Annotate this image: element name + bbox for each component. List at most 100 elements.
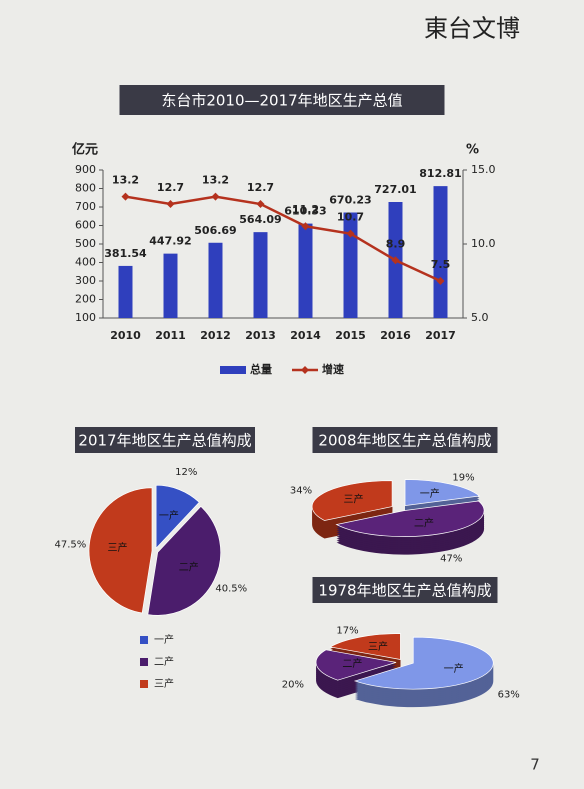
- marker: [301, 222, 310, 231]
- marker: [256, 200, 265, 209]
- data-label: 12.7: [247, 181, 274, 194]
- title-box: [312, 427, 498, 453]
- y-tick-label: 700: [75, 200, 96, 213]
- title-box: [312, 577, 498, 603]
- legend-label: 总量: [250, 362, 272, 376]
- y2-axis-label: %: [466, 143, 479, 158]
- slice-label: 二产: [414, 516, 434, 529]
- data-label: 506.69: [194, 224, 236, 237]
- legend-swatch: [140, 636, 148, 644]
- value-label: 17%: [336, 625, 358, 636]
- x-tick-label: 2010: [110, 329, 141, 342]
- data-label: 7.5: [431, 258, 451, 271]
- pie-slice: [353, 636, 494, 690]
- data-label: 13.2: [202, 174, 229, 187]
- x-tick-label: 2014: [290, 329, 321, 342]
- legend-label: 二产: [154, 655, 174, 668]
- slice-label: 三产: [107, 541, 127, 554]
- data-label: 447.92: [149, 235, 191, 248]
- value-label: 34%: [290, 485, 312, 496]
- bar: [253, 232, 268, 318]
- bar: [433, 186, 448, 318]
- y2-tick-label: 5.0: [471, 311, 489, 324]
- data-label: 12.7: [157, 181, 184, 194]
- marker: [391, 256, 400, 265]
- marker: [166, 200, 175, 209]
- y-tick-label: 200: [75, 293, 96, 306]
- legend-swatch: [220, 366, 246, 374]
- pie-slice: [155, 484, 200, 550]
- data-label: 8.9: [386, 237, 406, 250]
- brand: 東台文博: [424, 15, 520, 43]
- marker: [211, 192, 220, 201]
- pie-slice: [335, 500, 485, 537]
- chart-title: 2008年地区生产总值构成: [318, 432, 491, 450]
- pie-slice: [404, 479, 481, 506]
- chart-title: 东台市2010—2017年地区生产总值: [161, 92, 402, 110]
- y-tick-label: 800: [75, 182, 96, 195]
- y-tick-label: 100: [75, 311, 96, 324]
- value-label: 19%: [452, 473, 474, 484]
- data-label: 727.01: [374, 183, 416, 196]
- slice-label: 三产: [344, 493, 364, 506]
- x-tick-label: 2011: [155, 329, 186, 342]
- title-box: [119, 85, 445, 115]
- data-label: 381.54: [104, 247, 147, 260]
- bar: [208, 242, 223, 318]
- bar: [343, 212, 358, 318]
- pie-slice: [311, 480, 393, 521]
- value-label: 47.5%: [54, 539, 86, 550]
- chart-title: 1978年地区生产总值构成: [318, 582, 491, 600]
- slice-label: 二产: [179, 561, 199, 574]
- bar: [163, 253, 178, 318]
- bar: [118, 265, 133, 318]
- y-axis-label: 亿元: [72, 142, 98, 158]
- legend-swatch: [140, 658, 148, 666]
- line: [125, 195, 442, 283]
- slice-label: 三产: [368, 640, 388, 653]
- slice-label: 一产: [444, 662, 464, 675]
- pie-slice: [88, 487, 153, 614]
- value-label: 47%: [440, 554, 462, 565]
- value-label: 63%: [498, 690, 520, 701]
- y-tick-label: 300: [75, 274, 96, 287]
- title-box: [75, 427, 255, 453]
- pie-slice: [329, 633, 401, 660]
- legend-swatch: [140, 680, 148, 688]
- x-tick-label: 2016: [380, 329, 411, 342]
- y2-tick-label: 15.0: [471, 163, 496, 176]
- chart-title: 2017年地区生产总值构成: [78, 432, 251, 450]
- page-number: 7: [530, 756, 540, 774]
- y-tick-label: 600: [75, 219, 96, 232]
- slice-label: 一产: [420, 487, 440, 500]
- legend-label: 三产: [154, 677, 174, 690]
- y2-tick-label: 10.0: [471, 237, 496, 250]
- x-tick-label: 2015: [335, 329, 366, 342]
- data-label: 13.2: [112, 174, 139, 187]
- x-tick-label: 2012: [200, 329, 231, 342]
- value-label: 20%: [282, 680, 304, 691]
- data-label: 610.33: [284, 205, 326, 218]
- value-label: 12%: [175, 467, 197, 478]
- x-tick-label: 2017: [425, 329, 456, 342]
- pie-slice: [315, 649, 397, 681]
- slice-label: 二产: [342, 657, 362, 670]
- data-label: 564.09: [239, 213, 281, 226]
- marker: [121, 192, 130, 201]
- value-label: 40.5%: [215, 583, 247, 594]
- y-tick-label: 500: [75, 237, 96, 250]
- pie-slice: [147, 505, 222, 616]
- legend-label: 一产: [154, 633, 174, 646]
- bar: [298, 223, 313, 318]
- y-tick-label: 400: [75, 256, 96, 269]
- data-label: 812.81: [419, 167, 461, 180]
- data-label: 670.23: [329, 194, 371, 207]
- legend-swatch: [301, 366, 309, 374]
- legend-label: 增速: [322, 362, 344, 376]
- data-label: 11.2: [292, 203, 319, 216]
- marker: [436, 277, 445, 285]
- y-tick-label: 900: [75, 163, 96, 176]
- x-tick-label: 2013: [245, 329, 276, 342]
